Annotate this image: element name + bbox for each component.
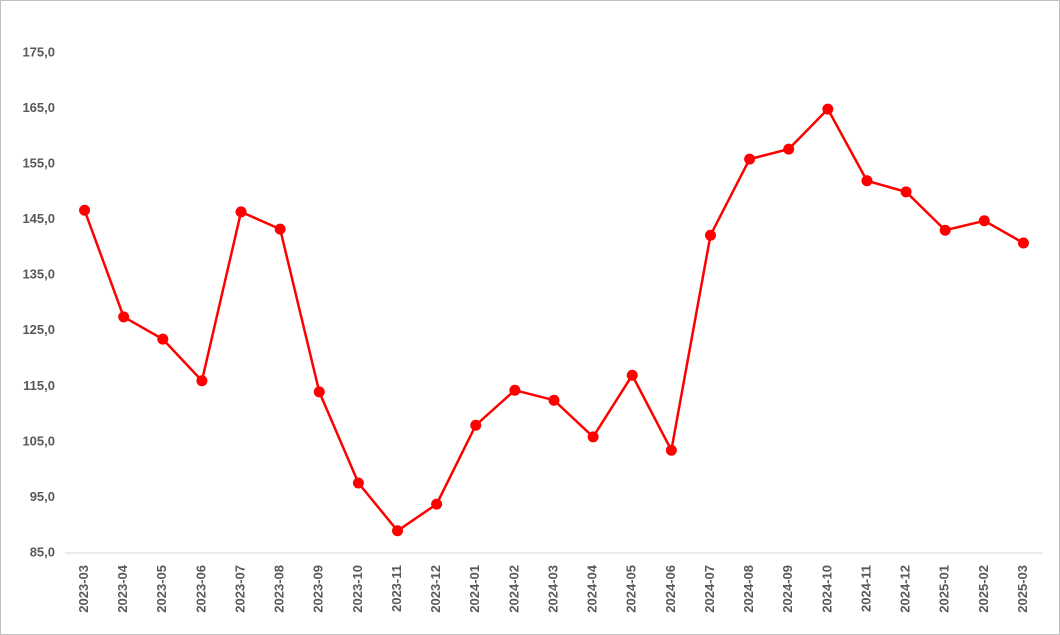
marker [626, 369, 638, 381]
x-tick-label: 2023-06 [193, 565, 208, 613]
marker [783, 143, 795, 155]
y-tick-label: 85,0 [30, 544, 55, 559]
x-tick-label: 2023-09 [311, 565, 326, 613]
marker [1017, 237, 1029, 249]
x-tick-label: 2024-03 [545, 565, 560, 613]
y-tick-label: 145,0 [22, 211, 55, 226]
x-tick-label: 2024-07 [702, 565, 717, 613]
y-tick-label: 115,0 [23, 378, 55, 393]
marker [118, 311, 130, 323]
marker [900, 186, 912, 198]
y-tick-label: 125,0 [22, 322, 55, 337]
x-tick-label: 2024-12 [898, 565, 913, 613]
marker [274, 223, 286, 235]
x-tick-label: 2023-10 [350, 565, 365, 613]
x-tick-label: 2023-03 [76, 565, 91, 613]
marker [744, 153, 756, 165]
x-tick-label: 2023-11 [389, 565, 404, 612]
x-tick-label: 2023-07 [232, 565, 247, 613]
x-tick-label: 2024-01 [467, 565, 482, 613]
marker [822, 103, 834, 115]
x-tick-label: 2024-04 [585, 564, 600, 612]
y-tick-label: 155,0 [22, 156, 55, 171]
marker [665, 444, 677, 456]
marker [392, 525, 404, 537]
x-tick-label: 2025-03 [1015, 565, 1030, 613]
marker [470, 419, 482, 431]
x-tick-label: 2025-01 [937, 565, 952, 613]
marker [509, 384, 521, 396]
y-tick-label: 165,0 [22, 100, 55, 115]
marker [235, 206, 247, 218]
x-tick-label: 2025-02 [976, 565, 991, 613]
x-tick-label: 2024-11 [858, 565, 873, 612]
y-tick-label: 105,0 [22, 433, 55, 448]
marker [431, 498, 443, 510]
x-tick-label: 2023-08 [272, 565, 287, 613]
marker [587, 431, 599, 443]
marker [196, 375, 208, 387]
x-tick-label: 2023-04 [115, 564, 130, 612]
y-tick-label: 135,0 [22, 267, 55, 282]
marker [939, 224, 951, 236]
marker [704, 229, 716, 241]
x-tick-label: 2024-05 [624, 565, 639, 613]
x-tick-label: 2024-02 [506, 565, 521, 613]
marker [352, 477, 364, 489]
x-tick-label: 2023-05 [154, 565, 169, 613]
x-tick-label: 2023-12 [428, 565, 443, 613]
marker [157, 333, 169, 345]
y-tick-label: 95,0 [30, 489, 55, 504]
x-tick-label: 2024-10 [819, 565, 834, 613]
marker [313, 386, 325, 398]
marker [978, 215, 990, 227]
y-tick-label: 175,0 [22, 44, 55, 59]
marker [861, 175, 873, 187]
x-tick-label: 2024-06 [663, 565, 678, 613]
x-tick-label: 2024-09 [780, 565, 795, 613]
marker [79, 204, 91, 216]
marker [548, 394, 560, 406]
x-tick-label: 2024-08 [741, 565, 756, 613]
